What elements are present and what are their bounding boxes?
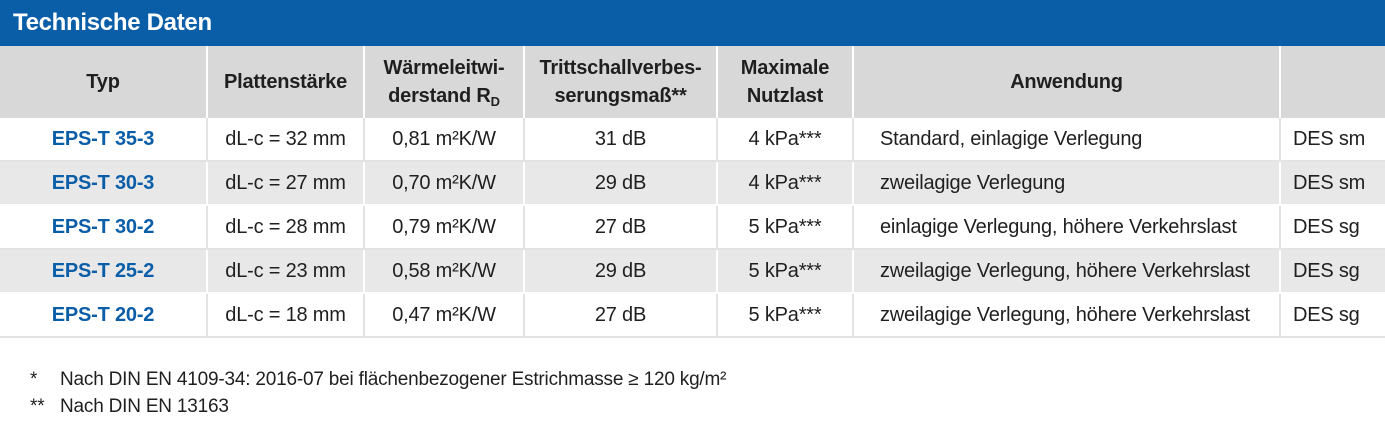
cell-trittschall: 29 dB xyxy=(523,249,717,294)
header-text-line: Nutzlast xyxy=(746,85,824,107)
footnote-text: Nach DIN EN 4109-34: 2016-07 bei flächen… xyxy=(60,369,727,390)
cell-anwendung: zweilagige Verlegung, höhere Verkehrslas… xyxy=(852,249,1280,294)
header-subscript: D xyxy=(490,94,500,109)
footnote-text: Nach DIN EN 13163 xyxy=(60,396,229,417)
cell-nutzlast: 5 kPa*** xyxy=(716,205,853,250)
table-row: EPS-T 30-2 dL-c = 28 mm 0,79 m²K/W 27 dB… xyxy=(0,205,1385,250)
cell-des: DES sg xyxy=(1279,249,1385,294)
header-text-line: Wärmeleitwi- xyxy=(383,57,505,79)
cell-typ: EPS-T 30-2 xyxy=(0,205,207,250)
table-header-row: Typ Plattenstärke Wärmeleitwi- derstand … xyxy=(0,46,1385,118)
table-row: EPS-T 25-2 dL-c = 23 mm 0,58 m²K/W 29 dB… xyxy=(0,249,1385,294)
cell-anwendung: zweilagige Verlegung, höhere Verkehrslas… xyxy=(852,293,1280,338)
cell-plattenstaerke: dL-c = 28 mm xyxy=(206,205,364,250)
column-header-trittschall: Trittschallverbes- serungsmaß** xyxy=(523,46,717,118)
cell-anwendung: Standard, einlagige Verlegung xyxy=(852,118,1280,162)
cell-nutzlast: 5 kPa*** xyxy=(716,249,853,294)
cell-des: DES sm xyxy=(1279,161,1385,206)
cell-des: DES sg xyxy=(1279,205,1385,250)
cell-trittschall: 27 dB xyxy=(523,205,717,250)
header-text-line: serungsmaß** xyxy=(554,85,687,107)
cell-typ: EPS-T 20-2 xyxy=(0,293,207,338)
cell-trittschall: 27 dB xyxy=(523,293,717,338)
cell-plattenstaerke: dL-c = 18 mm xyxy=(206,293,364,338)
column-header-anwendung: Anwendung xyxy=(852,46,1280,118)
cell-nutzlast: 5 kPa*** xyxy=(716,293,853,338)
footnote: * Nach DIN EN 4109-34: 2016-07 bei fläche… xyxy=(30,366,726,393)
cell-anwendung: einlagige Verlegung, höhere Verkehrslast xyxy=(852,205,1280,250)
cell-waermeleitwiderstand: 0,58 m²K/W xyxy=(363,249,524,294)
cell-waermeleitwiderstand: 0,81 m²K/W xyxy=(363,118,524,162)
column-header-nutzlast: Maximale Nutzlast xyxy=(716,46,853,118)
footnote-mark: ** xyxy=(30,396,45,417)
cell-plattenstaerke: dL-c = 23 mm xyxy=(206,249,364,294)
cell-waermeleitwiderstand: 0,70 m²K/W xyxy=(363,161,524,206)
cell-des: DES sg xyxy=(1279,293,1385,338)
footnotes: * Nach DIN EN 4109-34: 2016-07 bei fläche… xyxy=(30,366,726,420)
cell-nutzlast: 4 kPa*** xyxy=(716,161,853,206)
column-header-plattenstaerke: Plattenstärke xyxy=(206,46,364,118)
cell-typ: EPS-T 35-3 xyxy=(0,118,207,162)
section-title: Technische Daten xyxy=(0,0,1385,46)
cell-des: DES sm xyxy=(1279,118,1385,162)
column-header-des xyxy=(1279,46,1385,118)
header-text-line: Trittschallverbes- xyxy=(539,57,702,79)
cell-anwendung: zweilagige Verlegung xyxy=(852,161,1280,206)
cell-plattenstaerke: dL-c = 27 mm xyxy=(206,161,364,206)
technical-data-table: Typ Plattenstärke Wärmeleitwi- derstand … xyxy=(0,46,1385,338)
header-text-line: derstand R xyxy=(388,85,491,107)
cell-waermeleitwiderstand: 0,47 m²K/W xyxy=(363,293,524,338)
cell-nutzlast: 4 kPa*** xyxy=(716,118,853,162)
table-row: EPS-T 20-2 dL-c = 18 mm 0,47 m²K/W 27 dB… xyxy=(0,293,1385,338)
header-text-line: Maximale xyxy=(740,57,830,79)
column-header-waermeleitwiderstand: Wärmeleitwi- derstand RD xyxy=(363,46,524,118)
footnote: ** Nach DIN EN 13163 xyxy=(30,393,726,420)
cell-trittschall: 31 dB xyxy=(523,118,717,162)
table-row: EPS-T 30-3 dL-c = 27 mm 0,70 m²K/W 29 dB… xyxy=(0,161,1385,206)
cell-trittschall: 29 dB xyxy=(523,161,717,206)
cell-typ: EPS-T 25-2 xyxy=(0,249,207,294)
column-header-typ: Typ xyxy=(0,46,207,118)
cell-waermeleitwiderstand: 0,79 m²K/W xyxy=(363,205,524,250)
cell-plattenstaerke: dL-c = 32 mm xyxy=(206,118,364,162)
footnote-mark: * xyxy=(30,369,38,390)
table-row: EPS-T 35-3 dL-c = 32 mm 0,81 m²K/W 31 dB… xyxy=(0,118,1385,162)
cell-typ: EPS-T 30-3 xyxy=(0,161,207,206)
